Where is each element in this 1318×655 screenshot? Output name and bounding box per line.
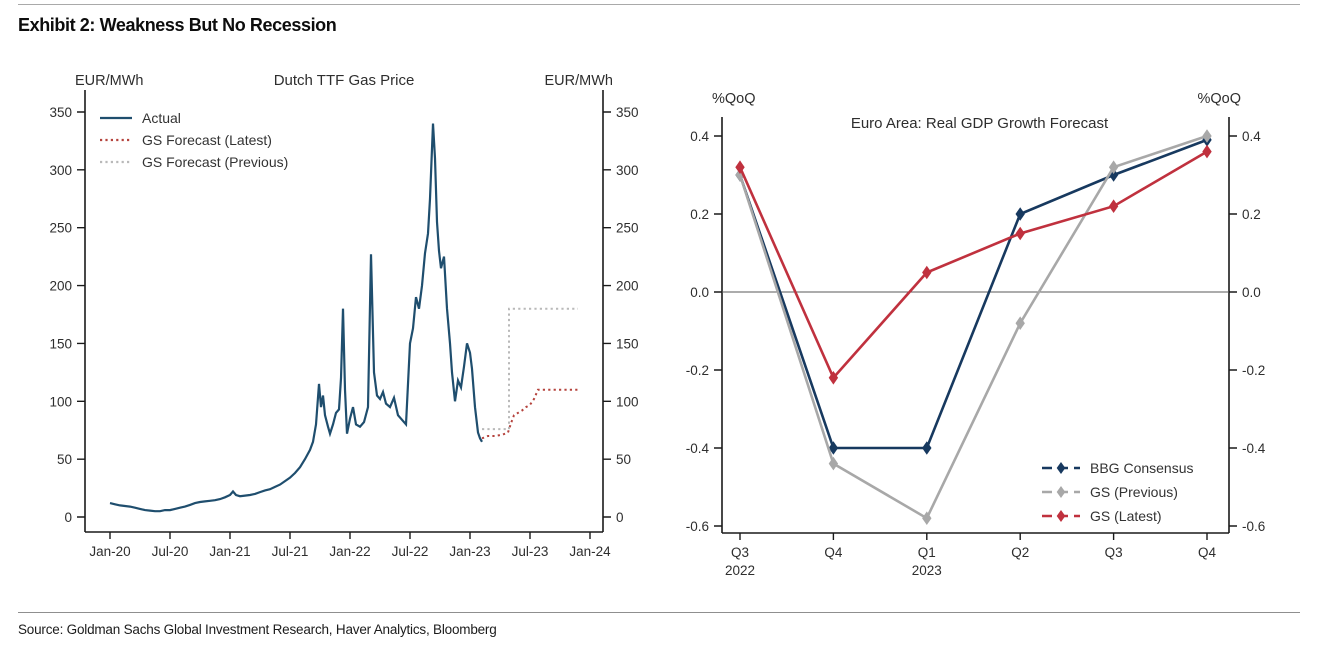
y-tick-label-right: 350 (616, 105, 639, 120)
diamond-marker (1056, 486, 1066, 498)
chart-title: Dutch TTF Gas Price (274, 72, 415, 89)
y-tick-label-left: 50 (57, 452, 72, 467)
y-tick-label-right: 50 (616, 452, 631, 467)
gdp-growth-forecast-chart: 0.4 0.4 0.2 0.2 0.0 0.0 -0.2 -0.2 -0.4 -0.4 -0.6 -0… (686, 91, 1266, 578)
y-tick-label-left: 300 (49, 163, 72, 178)
series-line (481, 388, 578, 440)
unit-label-right: %QoQ (1197, 91, 1241, 107)
diamond-marker (1108, 199, 1119, 213)
diamond-marker (735, 160, 745, 174)
y-tick-label-right: 200 (616, 279, 639, 294)
y-tick-label-right: 0 (616, 510, 624, 525)
series-line (738, 134, 1208, 521)
diamond-marker (735, 168, 745, 182)
y-tick-label-left: 0 (64, 510, 72, 525)
diamond-marker (1202, 129, 1212, 143)
series-line (738, 138, 1208, 450)
legend-label: BBG Consensus (1090, 460, 1194, 476)
y-tick-label-left: 0.4 (690, 129, 709, 144)
ttf-gas-price-chart: 0 0 50 50 100 100 150 150 200 200 250 250 300 300 350 3… (49, 72, 639, 559)
y-tick-label-left: 350 (49, 105, 72, 120)
charts-row: 0 0 50 50 100 100 150 150 200 200 250 250 300 300 350 3… (0, 65, 1318, 590)
y-tick-label-right: 0.4 (1242, 129, 1261, 144)
y-tick-label-left: 0.0 (690, 285, 709, 300)
x-year-label: 2023 (912, 563, 942, 578)
x-tick-label: Q4 (824, 545, 843, 560)
legend-label: Actual (142, 110, 181, 126)
y-tick-label-left: -0.4 (686, 441, 710, 456)
unit-label-left: EUR/MWh (75, 73, 143, 89)
diamond-marker (1015, 226, 1025, 241)
unit-label-left: %QoQ (712, 91, 756, 107)
y-tick-label-left: 150 (49, 336, 72, 351)
y-tick-label-right: -0.6 (1242, 519, 1265, 534)
chart-title: Euro Area: Real GDP Growth Forecast (851, 115, 1109, 132)
y-tick-label-left: 0.2 (690, 207, 709, 222)
y-tick-label-right: -0.2 (1242, 363, 1265, 378)
x-tick-label: Jan-22 (329, 544, 370, 559)
x-tick-label: Q1 (918, 545, 936, 560)
y-tick-label-left: 200 (49, 279, 72, 294)
top-divider (18, 4, 1300, 5)
x-tick-label: Q4 (1198, 545, 1217, 560)
series-line (482, 307, 578, 431)
y-tick-label-right: 250 (616, 221, 639, 236)
series-line (109, 123, 483, 513)
unit-label-right: EUR/MWh (545, 73, 613, 89)
x-tick-label: Q3 (731, 545, 749, 560)
bottom-divider (18, 612, 1300, 613)
x-tick-label: Q2 (1011, 545, 1029, 560)
x-tick-label: Q3 (1105, 545, 1123, 560)
y-tick-label-right: 150 (616, 336, 639, 351)
x-tick-label: Jul-23 (512, 544, 549, 559)
y-tick-label-left: 100 (49, 394, 72, 409)
x-year-label: 2022 (725, 563, 755, 578)
series-line (738, 150, 1208, 381)
x-tick-label: Jul-21 (272, 544, 309, 559)
legend-label: GS (Latest) (1090, 508, 1162, 524)
diamond-marker (1202, 144, 1212, 159)
diamond-marker (828, 456, 839, 471)
y-tick-label-right: -0.4 (1242, 441, 1266, 456)
x-tick-label: Jan-20 (89, 544, 130, 559)
axis-frame (721, 117, 1230, 534)
axis-frame (84, 90, 604, 533)
y-tick-label-right: 0.2 (1242, 207, 1261, 222)
legend-label: GS Forecast (Latest) (142, 132, 272, 148)
y-tick-label-left: -0.2 (686, 363, 709, 378)
diamond-marker (1056, 462, 1066, 474)
y-tick-label-left: 250 (49, 221, 72, 236)
y-tick-label-right: 0.0 (1242, 285, 1261, 300)
x-tick-label: Jan-24 (569, 544, 611, 559)
x-tick-label: Jul-22 (392, 544, 429, 559)
x-tick-label: Jan-21 (209, 544, 250, 559)
source-note: Source: Goldman Sachs Global Investment … (18, 622, 497, 637)
y-tick-label-left: -0.6 (686, 519, 709, 534)
y-tick-label-right: 300 (616, 163, 639, 178)
diamond-marker (1056, 510, 1066, 522)
legend-label: GS (Previous) (1090, 484, 1178, 500)
exhibit-title: Exhibit 2: Weakness But No Recession (18, 15, 337, 35)
x-tick-label: Jul-20 (152, 544, 189, 559)
y-tick-label-right: 100 (616, 394, 639, 409)
x-tick-label: Jan-23 (449, 544, 490, 559)
legend-label: GS Forecast (Previous) (142, 154, 288, 170)
